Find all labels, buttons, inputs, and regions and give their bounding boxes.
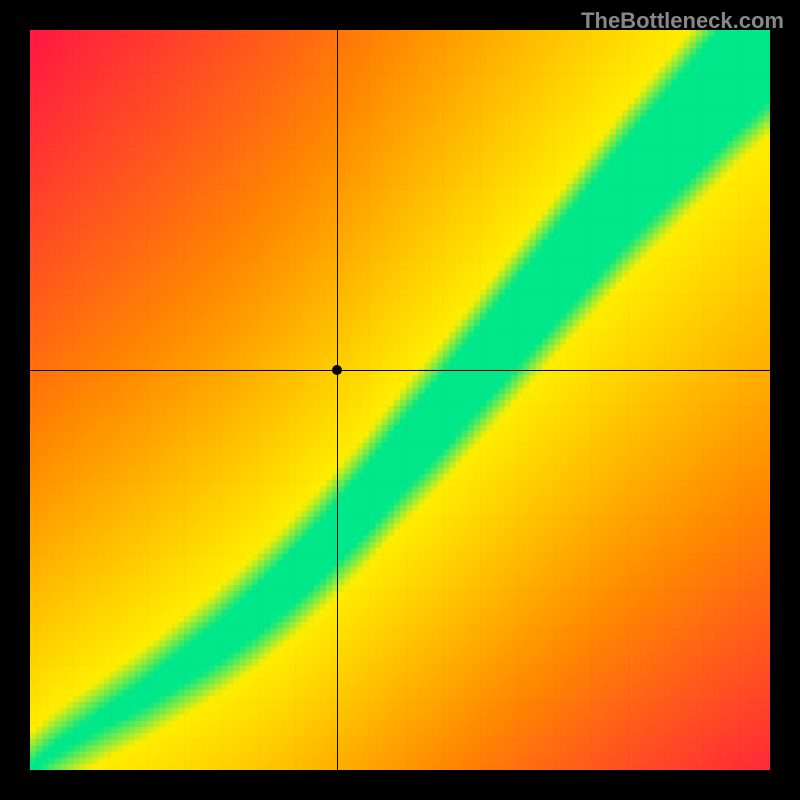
heatmap-canvas [30, 30, 770, 770]
crosshair-vertical [337, 30, 338, 770]
plot-area [30, 30, 770, 770]
watermark-text: TheBottleneck.com [581, 8, 784, 34]
chart-container: TheBottleneck.com [0, 0, 800, 800]
crosshair-horizontal [30, 370, 770, 371]
intersection-dot [332, 365, 342, 375]
